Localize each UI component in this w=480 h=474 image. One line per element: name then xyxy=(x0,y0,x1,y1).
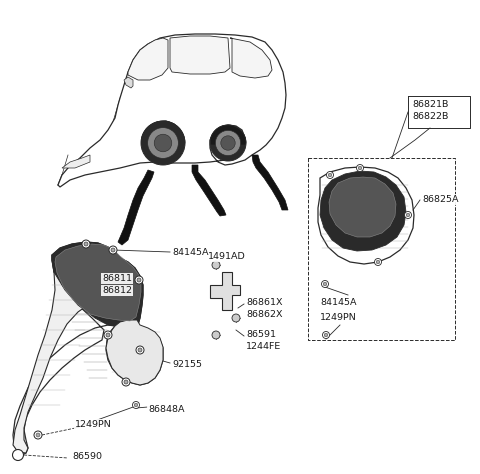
Circle shape xyxy=(326,172,334,179)
Text: 1249PN: 1249PN xyxy=(75,420,112,429)
Polygon shape xyxy=(141,121,185,145)
Text: 92155: 92155 xyxy=(172,360,202,369)
Circle shape xyxy=(36,433,40,437)
Text: 86591: 86591 xyxy=(246,330,276,339)
Text: 86848A: 86848A xyxy=(148,405,184,414)
Polygon shape xyxy=(320,171,406,251)
Polygon shape xyxy=(13,242,163,455)
Text: 86861X: 86861X xyxy=(246,298,283,307)
Polygon shape xyxy=(106,320,163,385)
Polygon shape xyxy=(52,242,143,328)
Circle shape xyxy=(111,248,115,252)
Polygon shape xyxy=(58,34,286,187)
Polygon shape xyxy=(118,170,154,245)
Text: 86862X: 86862X xyxy=(246,310,283,319)
Circle shape xyxy=(12,449,24,461)
Circle shape xyxy=(134,403,138,407)
Polygon shape xyxy=(210,125,246,145)
Circle shape xyxy=(104,331,112,339)
Polygon shape xyxy=(252,155,288,210)
Polygon shape xyxy=(55,244,141,321)
Circle shape xyxy=(122,378,130,386)
Circle shape xyxy=(154,134,172,152)
Circle shape xyxy=(109,246,117,254)
Polygon shape xyxy=(210,272,240,310)
Circle shape xyxy=(376,260,380,264)
Circle shape xyxy=(137,278,141,282)
Circle shape xyxy=(136,346,144,354)
Text: 1491AD: 1491AD xyxy=(208,252,246,261)
Circle shape xyxy=(82,240,90,248)
Circle shape xyxy=(324,333,328,337)
Circle shape xyxy=(216,130,240,155)
Circle shape xyxy=(322,281,328,288)
Polygon shape xyxy=(128,38,168,80)
Circle shape xyxy=(135,276,143,284)
Text: 84145A: 84145A xyxy=(320,298,357,307)
Circle shape xyxy=(406,213,410,217)
Circle shape xyxy=(124,380,128,384)
Polygon shape xyxy=(192,165,226,216)
Circle shape xyxy=(323,282,327,286)
Text: 86812: 86812 xyxy=(102,286,132,295)
Text: 86821B: 86821B xyxy=(412,100,448,109)
Circle shape xyxy=(328,173,332,177)
Circle shape xyxy=(138,348,142,352)
Polygon shape xyxy=(62,155,90,168)
Text: 1249PN: 1249PN xyxy=(320,313,357,322)
Circle shape xyxy=(357,164,363,172)
Circle shape xyxy=(358,166,362,170)
Circle shape xyxy=(84,242,88,246)
Text: 86825A: 86825A xyxy=(422,195,458,204)
Text: 86822B: 86822B xyxy=(412,112,448,121)
Circle shape xyxy=(148,128,179,158)
Text: 1244FE: 1244FE xyxy=(246,342,281,351)
Circle shape xyxy=(323,331,329,338)
Circle shape xyxy=(221,136,235,150)
Polygon shape xyxy=(170,36,230,74)
Circle shape xyxy=(232,314,240,322)
Circle shape xyxy=(106,333,110,337)
Circle shape xyxy=(374,258,382,265)
Polygon shape xyxy=(318,167,414,264)
Polygon shape xyxy=(329,177,396,237)
Circle shape xyxy=(405,211,411,219)
Circle shape xyxy=(141,121,185,165)
Circle shape xyxy=(212,331,220,339)
Circle shape xyxy=(210,125,246,161)
Circle shape xyxy=(34,431,42,439)
Circle shape xyxy=(212,261,220,269)
Text: 86811: 86811 xyxy=(102,274,132,283)
Circle shape xyxy=(132,401,140,409)
Text: 84145A: 84145A xyxy=(172,248,208,257)
Text: 86590: 86590 xyxy=(72,452,102,461)
Polygon shape xyxy=(230,38,272,78)
Polygon shape xyxy=(124,77,133,88)
Polygon shape xyxy=(13,253,108,453)
